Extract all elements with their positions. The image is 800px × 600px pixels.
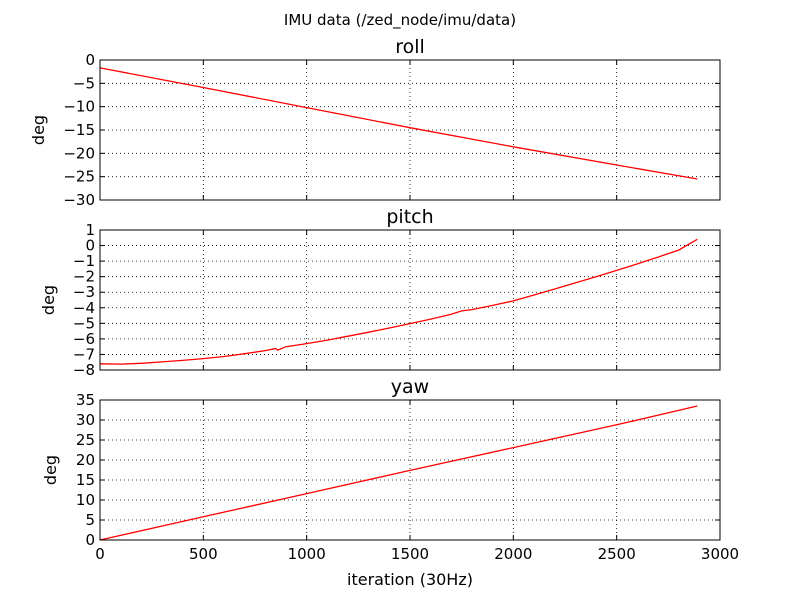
x-axis-label: iteration (30Hz) (347, 570, 473, 589)
y-tick-label: 0 (85, 237, 95, 255)
subplot-roll: 0 −5 −10 −15 −20 −25 −30 roll deg (29, 36, 721, 209)
y-tick-label: −3 (73, 283, 95, 301)
y-tick-label: −10 (63, 98, 95, 116)
y-tick-label: −30 (63, 191, 95, 209)
y-axis-label: deg (41, 455, 60, 485)
y-tick-label: −20 (63, 144, 95, 162)
pitch-series-line (99, 238, 698, 365)
subplot-pitch: 10−1−2−3−4−5−6−7−8 pitch deg (39, 206, 721, 379)
y-tick-label: 5 (85, 511, 95, 529)
y-axis-label: deg (39, 285, 58, 315)
roll-series-line (99, 67, 698, 180)
y-tick-label: 20 (76, 451, 95, 469)
plot-frame (99, 399, 721, 541)
y-tick-label: −4 (73, 299, 95, 317)
y-tick-label: 1 (85, 221, 95, 239)
y-tick-label: −6 (73, 330, 95, 348)
x-tick-label: 2500 (598, 545, 636, 563)
figure-title: IMU data (/zed_node/imu/data) (284, 11, 516, 30)
y-tick-label: −25 (63, 168, 95, 186)
subplot-title: pitch (386, 206, 433, 228)
x-tick-label: 1000 (288, 545, 326, 563)
y-tick-label: −8 (73, 361, 95, 379)
y-tick-label: 10 (76, 491, 95, 509)
subplot-yaw: 0 500 1000 1500 2000 2500 300035302520151050ya… (41, 376, 739, 563)
y-tick-label: −5 (73, 74, 95, 92)
y-tick-label: 30 (76, 411, 95, 429)
subplot-title: roll (395, 36, 425, 58)
y-tick-label: −5 (73, 314, 95, 332)
y-tick-label: 0 (85, 51, 95, 69)
y-tick-label: 25 (76, 431, 95, 449)
x-tick-label: 500 (189, 545, 218, 563)
x-tick-label: 1500 (391, 545, 429, 563)
y-tick-label: 0 (85, 531, 95, 549)
y-tick-label: −15 (63, 121, 95, 139)
x-tick-label: 3000 (701, 545, 739, 563)
y-tick-label: 35 (76, 391, 95, 409)
plot-frame (99, 229, 721, 371)
y-axis-label: deg (29, 115, 48, 145)
y-tick-label: −7 (73, 345, 95, 363)
subplot-panels: 0−5−10−15−20−25−30rolldeg10−1−2−3−4−5−6−… (29, 36, 739, 563)
subplot-title: yaw (391, 376, 429, 398)
x-tick-label: 0 (95, 545, 105, 563)
y-tick-label: −1 (73, 252, 95, 270)
x-tick-label: 2000 (494, 545, 532, 563)
plot-frame (99, 59, 721, 201)
y-tick-label: 15 (76, 471, 95, 489)
yaw-series-line (99, 405, 698, 541)
y-tick-label: −2 (73, 268, 95, 286)
